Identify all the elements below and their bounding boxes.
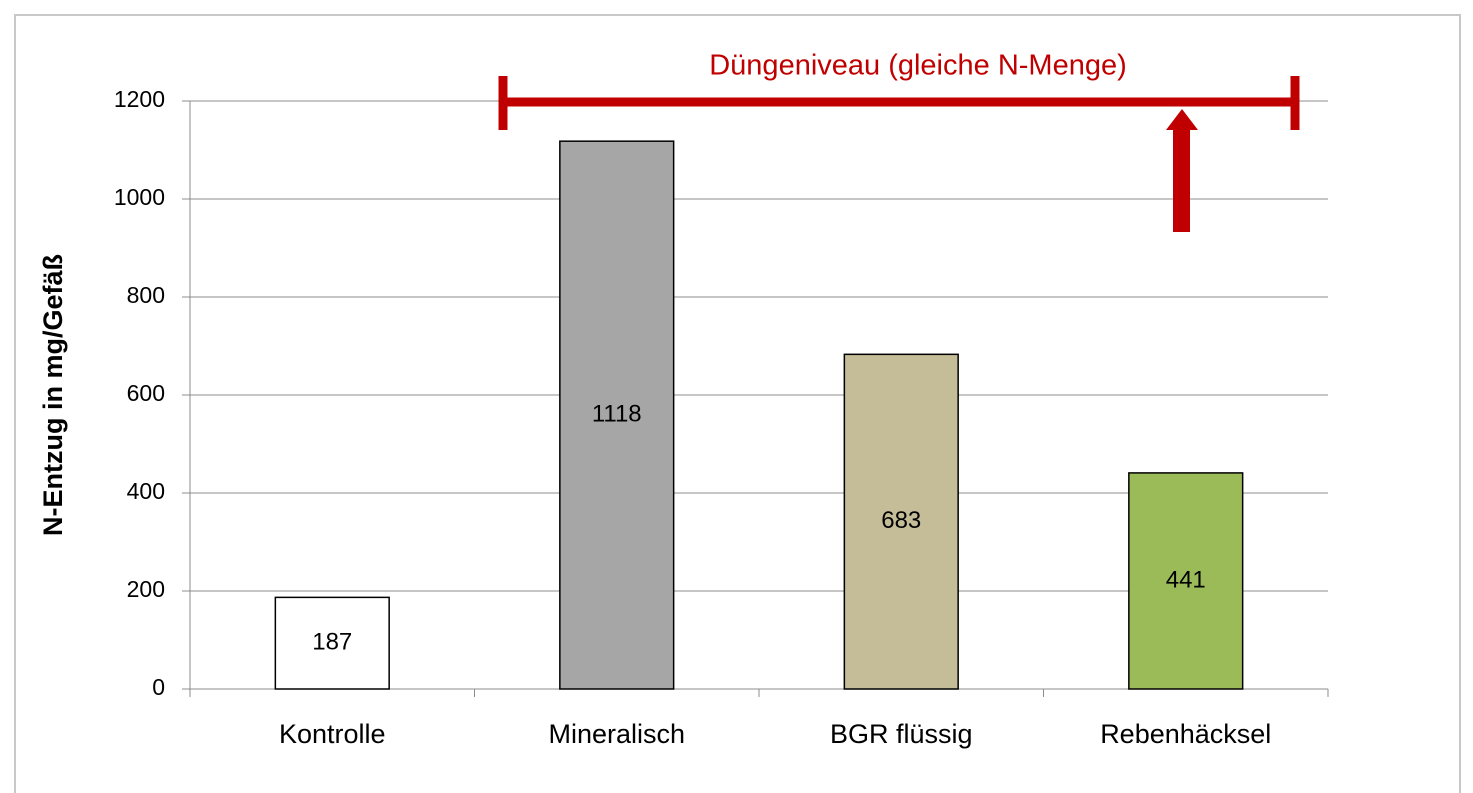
value-label: 187 xyxy=(312,629,352,656)
x-tick-label: Kontrolle xyxy=(279,719,386,749)
x-tick-label: Mineralisch xyxy=(548,719,685,749)
value-label: 441 xyxy=(1166,566,1206,593)
bar xyxy=(274,596,390,690)
arrow-shaft xyxy=(1173,128,1190,232)
bars: 187 1118 683 441 xyxy=(274,140,1244,690)
bar xyxy=(1128,472,1244,690)
y-tick-label: 0 xyxy=(152,674,165,700)
value-label: 1118 xyxy=(592,400,642,427)
chart-frame xyxy=(14,14,1461,793)
y-axis-label: N-Entzug in mg/Gefäß xyxy=(38,254,68,536)
y-tick-label: 1200 xyxy=(114,86,165,112)
arrow-head xyxy=(1166,109,1198,130)
bar xyxy=(559,140,675,690)
y-tick-label: 600 xyxy=(127,380,165,406)
bar xyxy=(843,353,959,690)
y-tick-label: 800 xyxy=(127,282,165,308)
y-tick-label: 1000 xyxy=(114,184,165,210)
y-tick-label: 400 xyxy=(127,478,165,504)
value-label: 683 xyxy=(881,507,921,534)
annotation: Düngeniveau (gleiche N-Menge) xyxy=(709,50,1127,82)
annotation-bracket xyxy=(498,76,1300,232)
x-tick-label: Rebenhäcksel xyxy=(1100,719,1271,749)
y-tick-label: 200 xyxy=(127,576,165,602)
x-tick-label: BGR flüssig xyxy=(830,719,973,749)
